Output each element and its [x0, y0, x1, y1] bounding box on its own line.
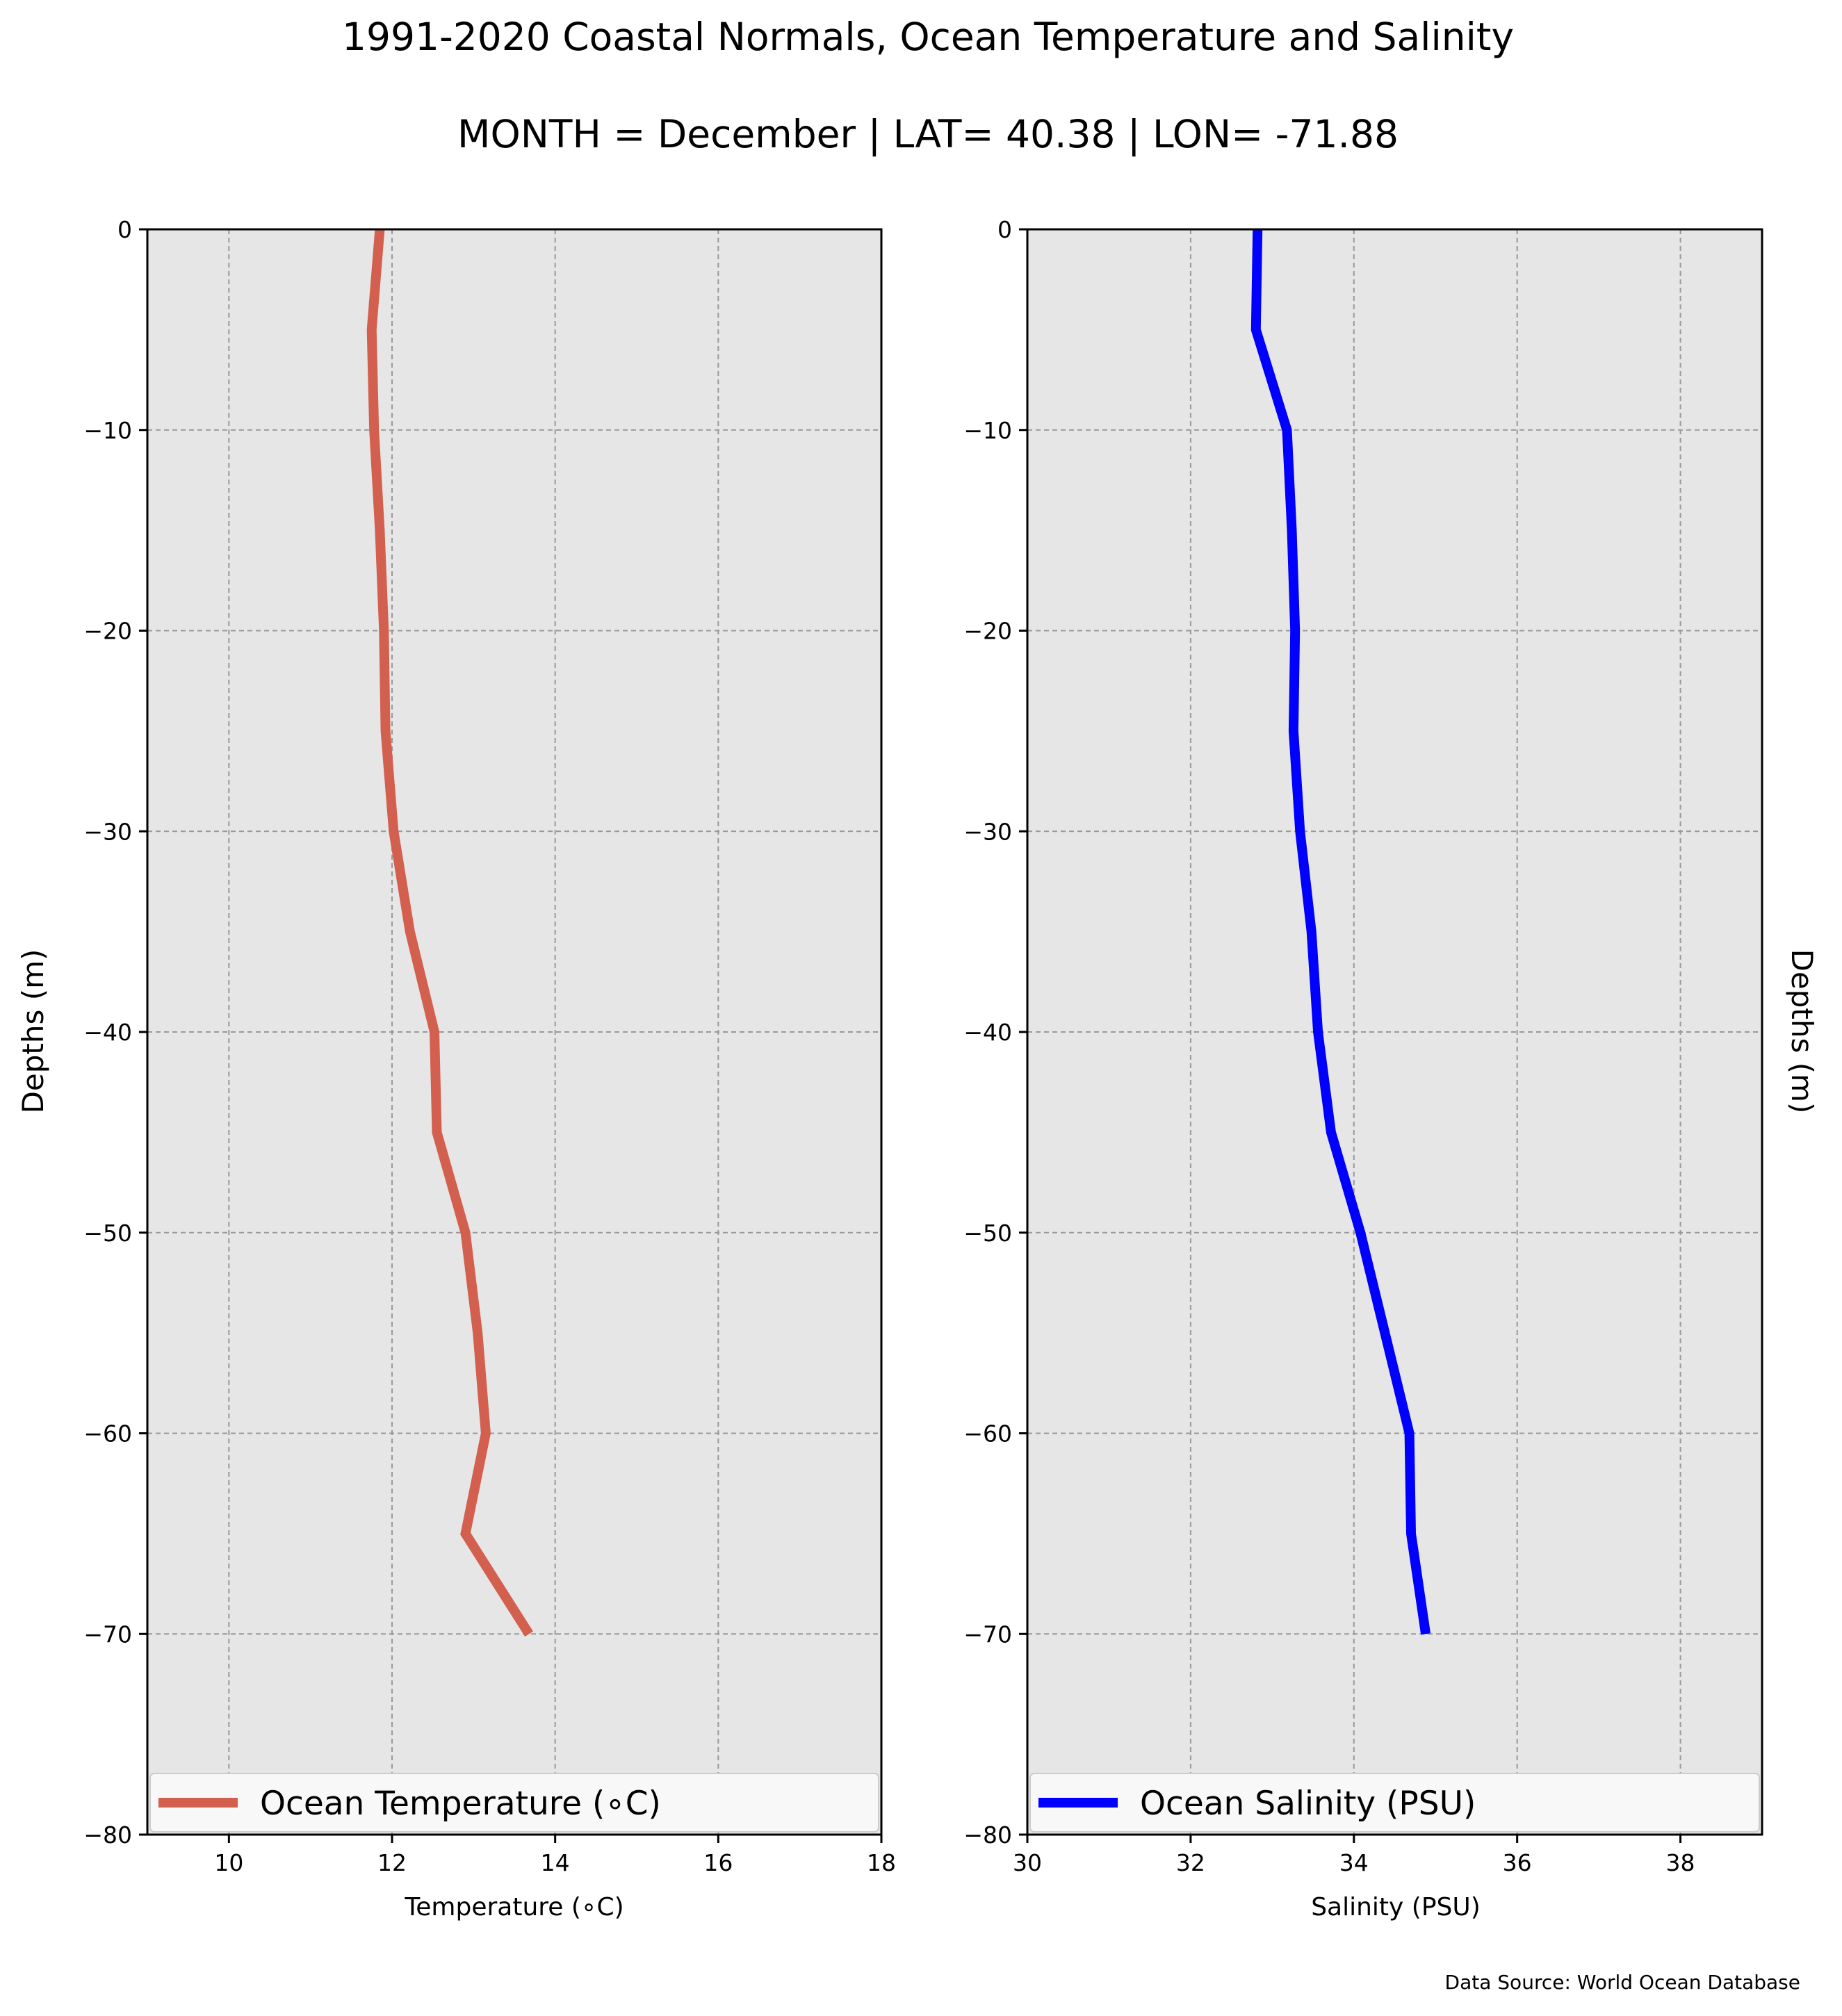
temp-y-tick-label: −30: [83, 818, 132, 845]
sal-legend: Ocean Salinity (PSU): [1029, 1773, 1760, 1833]
temp-y-tick-label: −70: [83, 1621, 132, 1648]
temp-y-tick-label: −50: [83, 1220, 132, 1247]
temp-legend-box: [149, 1773, 879, 1833]
sal-x-tick-label: 34: [1339, 1849, 1369, 1876]
temp-legend-label: Ocean Temperature (∘C): [260, 1785, 661, 1823]
sal-x-tick-label: 36: [1503, 1849, 1532, 1876]
chart-title: 1991-2020 Coastal Normals, Ocean Tempera…: [342, 15, 1514, 59]
temp-y-tick-label: 0: [117, 216, 132, 243]
chart-subtitle: MONTH = December | LAT= 40.38 | LON= -71…: [457, 112, 1399, 157]
temp-y-tick-label: −20: [83, 618, 132, 645]
y-axis-label-right: Depths (m): [1785, 949, 1819, 1114]
temp-y-tick-label: −40: [83, 1019, 132, 1046]
sal-legend-box: [1029, 1773, 1760, 1833]
temp-y-tick-label: −60: [83, 1420, 132, 1448]
temp-x-tick-label: 10: [214, 1849, 243, 1876]
temperature-panel: Ocean Temperature (∘C) 10 12 14 16 18 0 −10 −20 −…: [83, 216, 896, 1876]
y-axis-label-left: Depths (m): [16, 949, 50, 1114]
sal-legend-label: Ocean Salinity (PSU): [1140, 1785, 1476, 1823]
sal-y-tick-label: 0: [997, 216, 1012, 243]
sal-y-tick-label: −50: [963, 1220, 1012, 1247]
sal-x-tick-label: 32: [1176, 1849, 1205, 1876]
data-source-note: Data Source: World Ocean Database: [1445, 1971, 1800, 1994]
sal-y-tick-label: −60: [963, 1420, 1012, 1448]
sal-y-tick-label: −30: [963, 818, 1012, 845]
sal-x-tick-label: 30: [1013, 1849, 1042, 1876]
sal-x-tick-label: 38: [1666, 1849, 1695, 1876]
temp-x-tick-label: 18: [867, 1849, 896, 1876]
x-axis-label-left: Temperature (∘C): [404, 1893, 623, 1921]
sal-y-tick-label: −70: [963, 1621, 1012, 1648]
temp-y-tick-label: −80: [83, 1821, 132, 1849]
sal-y-tick-label: −20: [963, 618, 1012, 645]
sal-y-tick-label: −10: [963, 417, 1012, 444]
salinity-panel: Ocean Salinity (PSU) 30 32 34 36 38 0 −10 −20 −30…: [963, 216, 1763, 1876]
temp-x-tick-label: 14: [541, 1849, 570, 1876]
temp-legend: Ocean Temperature (∘C): [149, 1773, 879, 1833]
x-axis-label-right: Salinity (PSU): [1311, 1893, 1481, 1921]
temp-x-tick-label: 16: [703, 1849, 733, 1876]
sal-series-line: [1250, 229, 1431, 1635]
sal-y-tick-label: −80: [963, 1821, 1012, 1849]
sal-y-tick-label: −40: [963, 1019, 1012, 1046]
temp-y-tick-label: −10: [83, 417, 132, 444]
temp-series-line: [366, 229, 534, 1637]
temp-x-tick-label: 12: [377, 1849, 407, 1876]
